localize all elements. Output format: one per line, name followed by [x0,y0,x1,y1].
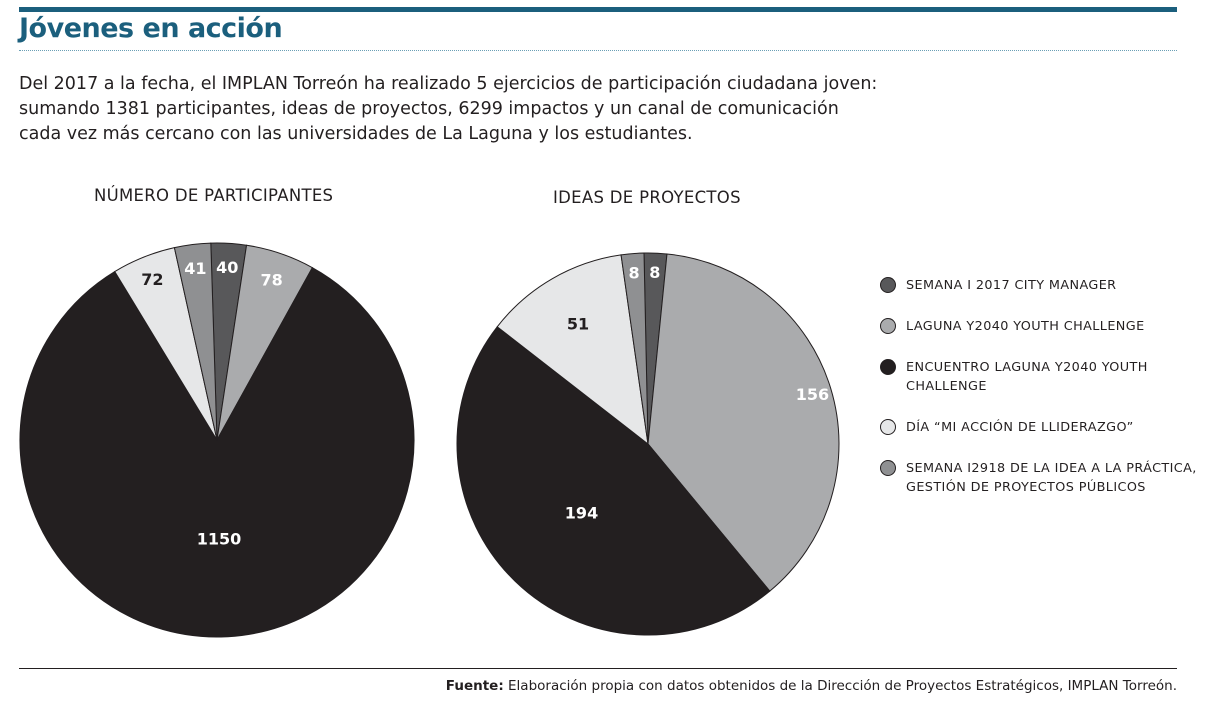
pie-value-label: 8 [629,264,640,283]
legend-swatch [880,419,896,435]
pie-value-label: 194 [565,504,598,523]
legend-item: SEMANA I2918 DE LA IDEA A LA PRÁCTICA, G… [880,459,1206,497]
intro-line: cada vez más cercano con las universidad… [19,124,693,144]
legend-swatch [880,460,896,476]
legend-item: LAGUNA Y2040 YOUTH CHALLENGE [880,317,1190,336]
legend-label: LAGUNA Y2040 YOUTH CHALLENGE [906,319,1145,334]
source-text: Elaboración propia con datos obtenidos d… [503,678,1177,694]
legend-swatch [880,359,896,375]
pie-slice [456,326,771,636]
legend-label: DÍA “MI ACCIÓN DE LLIDERAZGO” [906,420,1134,435]
legend-swatch [880,318,896,334]
pie-slice [647,253,840,592]
legend-label: SEMANA I2918 DE LA IDEA A LA PRÁCTICA, G… [906,461,1197,495]
source-label: Fuente: [445,678,504,694]
pie-slice [620,252,649,445]
legend-item: SEMANA I 2017 CITY MANAGER [880,276,1190,295]
legend-label: ENCUENTRO LAGUNA Y2040 YOUTH CHALLENGE [906,360,1148,394]
pie-value-label: 156 [796,385,829,404]
pie-value-label: 78 [260,271,282,290]
chart-title-participantes: NÚMERO DE PARTICIPANTES [94,186,334,205]
pie-slice [19,266,415,638]
legend-item: ENCUENTRO LAGUNA Y2040 YOUTH CHALLENGE [880,358,1166,396]
pie-slice [496,254,649,446]
footer-divider [19,668,1177,669]
pie-chart-ideas: 8 156 194 51 8 [456,252,840,636]
pie-slice [173,242,218,441]
pie-value-label: 8 [649,263,660,282]
intro-line: sumando 1381 participantes, ideas de pro… [19,99,839,119]
top-accent-bar [19,7,1177,12]
source-note: Fuente: Elaboración propia con datos obt… [446,678,1177,694]
chart-legend: SEMANA I 2017 CITY MANAGER LAGUNA Y2040 … [880,276,1196,519]
pie-value-label: 72 [141,270,163,289]
pie-value-label: 41 [184,259,206,278]
legend-swatch [880,277,896,293]
page-title: Jóvenes en acción [19,13,283,44]
pie-value-label: 51 [567,314,589,333]
intro-line: Del 2017 a la fecha, el IMPLAN Torreón h… [19,74,878,94]
legend-label: SEMANA I 2017 CITY MANAGER [906,278,1117,293]
title-divider [19,50,1177,51]
pie-chart-participantes: 40 78 1150 72 41 [19,242,415,638]
pie-value-label: 40 [216,258,238,277]
pie-value-label: 1150 [197,530,242,549]
chart-title-ideas: IDEAS DE PROYECTOS [553,188,741,207]
intro-paragraph: Del 2017 a la fecha, el IMPLAN Torreón h… [19,72,899,147]
legend-item: DÍA “MI ACCIÓN DE LLIDERAZGO” [880,418,1190,437]
